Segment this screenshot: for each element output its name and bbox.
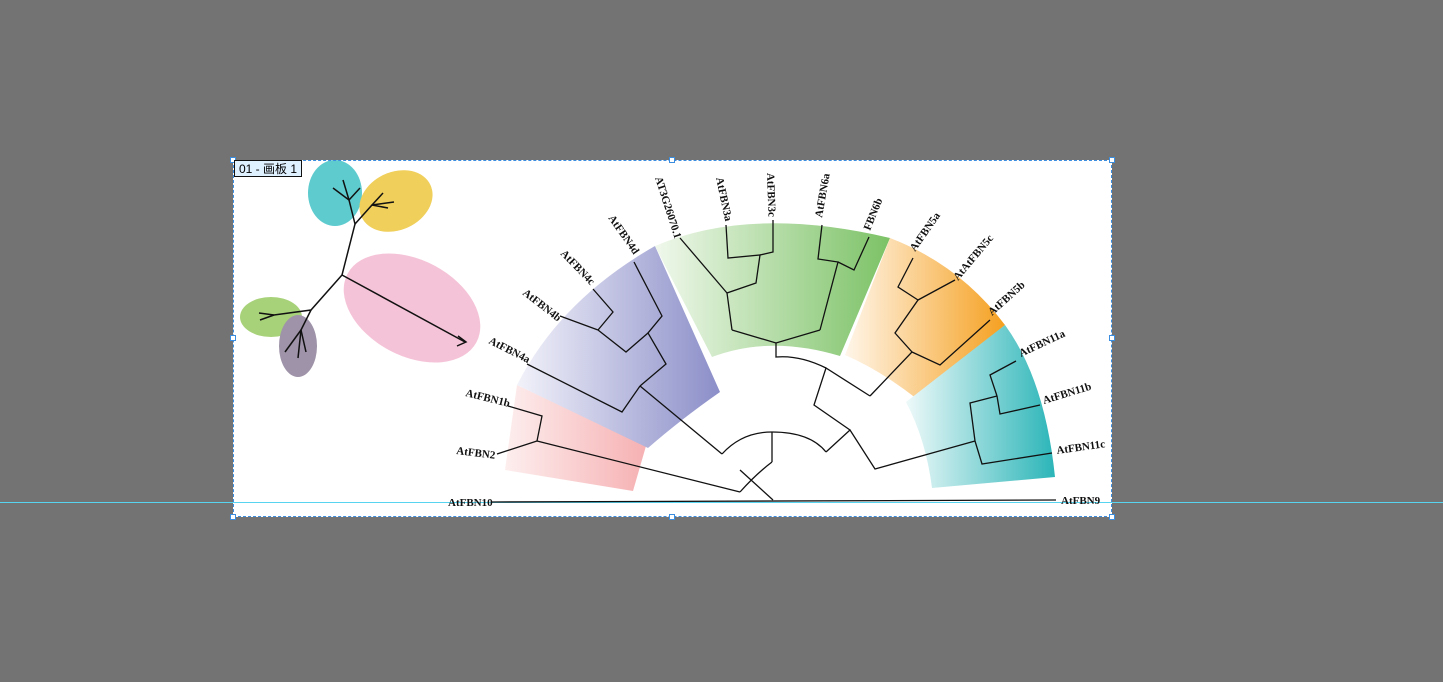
clade-purple-sector [517,246,720,448]
taxon-label: AtFBN11b [1041,381,1092,407]
taxon-label: AtAtFBN5c [951,233,996,283]
taxon-label: AtFBN10 [448,497,493,509]
resize-handle-right[interactable] [1109,335,1115,341]
taxon-label: AtFBN5a [908,210,944,254]
clade-green-sector [655,223,890,357]
taxon-label: FBN6b [862,196,886,232]
taxon-label: AtFBN4d [606,213,642,257]
clade-pink-sector [505,385,646,491]
resize-handle-top-right[interactable] [1109,157,1115,163]
resize-handle-bottom-right[interactable] [1109,514,1115,520]
taxon-label: AtFBN9 [1061,495,1101,507]
artboard-name-label[interactable]: 01 - 画板 1 [234,160,303,177]
taxon-label: AtFBN11c [1056,438,1106,457]
taxon-label: AtFBN4a [487,335,533,366]
resize-handle-bottom-left[interactable] [230,514,236,520]
taxon-label: AtFBN3c [764,173,778,217]
resize-handle-top[interactable] [669,157,675,163]
taxon-label: AT3G26070.1 [652,175,683,240]
taxon-label: AtFBN4c [558,248,597,288]
taxon-label: AtFBN2 [456,445,497,462]
taxon-label: AtFBN4b [520,287,563,324]
clade-teal-sector [906,325,1055,488]
resize-handle-left[interactable] [230,335,236,341]
horizontal-guide-line[interactable] [0,502,1443,503]
unrooted-tree-icon [240,160,481,377]
taxon-label: AtFBN6a [813,172,833,219]
resize-handle-bottom[interactable] [669,514,675,520]
taxon-label: AtFBN3a [713,176,734,223]
taxon-label: AtFBN1b [464,387,511,410]
tree-branches [491,220,1057,503]
clade-orange-sector [845,238,1005,399]
taxon-label: AtFBN5b [986,279,1028,318]
taxon-label: AtFBN11a [1017,328,1067,360]
